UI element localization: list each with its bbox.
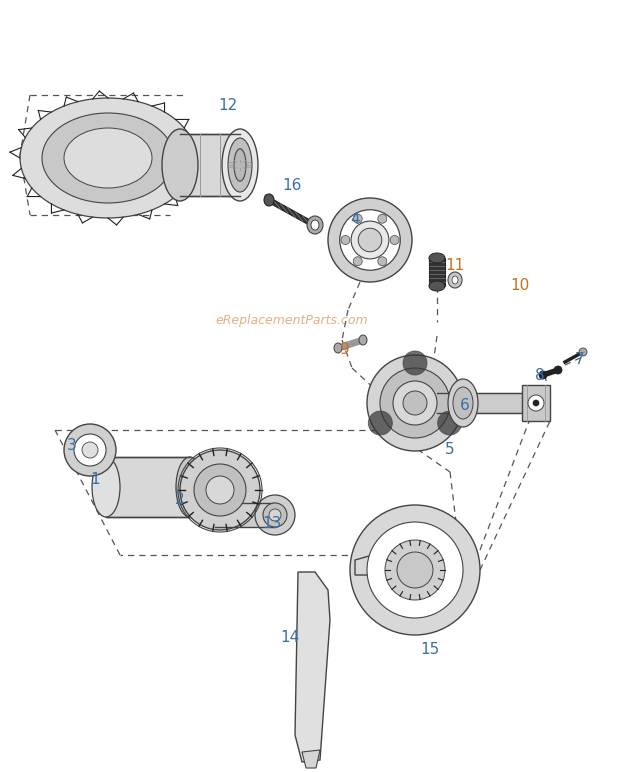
Text: 13: 13 [262, 516, 281, 530]
Ellipse shape [528, 395, 544, 411]
Polygon shape [180, 134, 240, 196]
Ellipse shape [453, 387, 473, 419]
Ellipse shape [176, 457, 204, 517]
Ellipse shape [448, 379, 478, 427]
Text: 5: 5 [445, 442, 455, 458]
Polygon shape [437, 393, 522, 413]
Ellipse shape [429, 253, 445, 263]
Text: 2: 2 [175, 493, 185, 507]
Ellipse shape [311, 220, 319, 230]
Ellipse shape [539, 371, 547, 379]
Ellipse shape [74, 434, 106, 466]
Polygon shape [190, 464, 220, 516]
Ellipse shape [554, 366, 562, 374]
Ellipse shape [533, 400, 539, 406]
Text: 8: 8 [535, 367, 545, 382]
Ellipse shape [234, 149, 246, 181]
Text: eReplacementParts.com: eReplacementParts.com [215, 314, 368, 327]
Ellipse shape [206, 476, 234, 504]
Ellipse shape [393, 381, 437, 425]
Ellipse shape [309, 219, 319, 231]
Ellipse shape [350, 505, 480, 635]
Polygon shape [215, 503, 275, 527]
Ellipse shape [448, 272, 462, 288]
Ellipse shape [385, 540, 445, 600]
Ellipse shape [222, 129, 258, 201]
Ellipse shape [228, 138, 252, 192]
Ellipse shape [162, 129, 198, 201]
Ellipse shape [353, 214, 362, 223]
Ellipse shape [42, 113, 174, 203]
Ellipse shape [269, 509, 281, 521]
Text: 14: 14 [280, 629, 299, 645]
Text: 10: 10 [510, 277, 529, 293]
Ellipse shape [378, 214, 387, 223]
Ellipse shape [378, 257, 387, 266]
Ellipse shape [64, 128, 152, 188]
Ellipse shape [194, 464, 246, 516]
Polygon shape [429, 258, 445, 286]
Ellipse shape [380, 368, 450, 438]
Ellipse shape [367, 355, 463, 451]
Ellipse shape [334, 343, 342, 353]
Ellipse shape [92, 457, 120, 517]
Ellipse shape [340, 210, 401, 270]
Text: 1: 1 [90, 472, 100, 487]
Ellipse shape [452, 276, 458, 284]
Text: 12: 12 [218, 97, 237, 113]
Ellipse shape [367, 522, 463, 618]
Text: 4: 4 [350, 212, 360, 228]
Ellipse shape [307, 216, 323, 234]
Ellipse shape [64, 424, 116, 476]
Ellipse shape [353, 257, 362, 266]
Text: 9: 9 [340, 343, 350, 357]
Polygon shape [295, 572, 330, 762]
Ellipse shape [263, 503, 287, 527]
Ellipse shape [82, 442, 98, 458]
Polygon shape [106, 457, 190, 517]
Ellipse shape [429, 281, 445, 291]
Ellipse shape [358, 229, 382, 252]
Polygon shape [355, 552, 383, 575]
Ellipse shape [438, 411, 462, 435]
Ellipse shape [180, 450, 260, 530]
Text: 6: 6 [460, 398, 470, 412]
Polygon shape [265, 195, 318, 230]
Ellipse shape [403, 391, 427, 415]
Ellipse shape [403, 351, 427, 375]
Polygon shape [522, 385, 550, 421]
Text: 3: 3 [67, 438, 77, 452]
Ellipse shape [390, 235, 399, 245]
Text: 7: 7 [575, 353, 585, 367]
Text: 16: 16 [282, 178, 302, 192]
Polygon shape [302, 750, 320, 768]
Ellipse shape [328, 198, 412, 282]
Ellipse shape [20, 98, 196, 218]
Ellipse shape [579, 348, 587, 356]
Ellipse shape [351, 221, 389, 259]
Ellipse shape [341, 235, 350, 245]
Ellipse shape [264, 194, 274, 206]
Ellipse shape [397, 552, 433, 588]
Ellipse shape [359, 335, 367, 345]
Ellipse shape [368, 411, 392, 435]
Text: 15: 15 [420, 642, 440, 658]
Ellipse shape [255, 495, 295, 535]
Text: 11: 11 [445, 258, 464, 273]
